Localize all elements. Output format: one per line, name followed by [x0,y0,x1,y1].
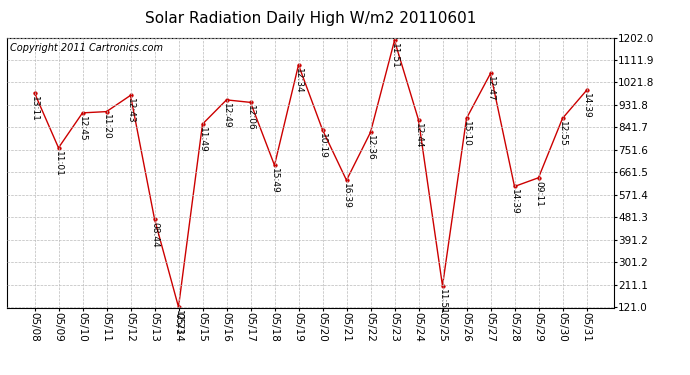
Text: 12:44: 12:44 [414,123,423,148]
Text: 11:49: 11:49 [198,127,207,153]
Text: 11:51: 11:51 [438,289,447,315]
Text: 12:23: 12:23 [174,310,183,335]
Text: 14:39: 14:39 [582,93,591,119]
Text: 12:47: 12:47 [486,76,495,102]
Text: 09:11: 09:11 [534,180,543,206]
Text: 11:20: 11:20 [102,114,111,140]
Text: 12:43: 12:43 [126,98,135,124]
Text: 10:19: 10:19 [318,133,327,159]
Text: 15:10: 15:10 [462,121,471,147]
Text: Solar Radiation Daily High W/m2 20110601: Solar Radiation Daily High W/m2 20110601 [145,11,476,26]
Text: 11:01: 11:01 [54,151,63,177]
Text: 12:36: 12:36 [366,135,375,161]
Text: 08:44: 08:44 [150,222,159,248]
Text: 14:39: 14:39 [510,189,519,215]
Text: 11:51: 11:51 [390,43,399,69]
Text: 12:49: 12:49 [222,103,231,128]
Text: 12:34: 12:34 [294,68,303,93]
Text: 13:11: 13:11 [30,96,39,122]
Text: Copyright 2011 Cartronics.com: Copyright 2011 Cartronics.com [10,43,163,53]
Text: 12:45: 12:45 [78,116,87,141]
Text: 15:49: 15:49 [270,168,279,194]
Text: 12:06: 12:06 [246,105,255,131]
Text: 16:39: 16:39 [342,183,351,209]
Text: 12:55: 12:55 [558,121,567,147]
